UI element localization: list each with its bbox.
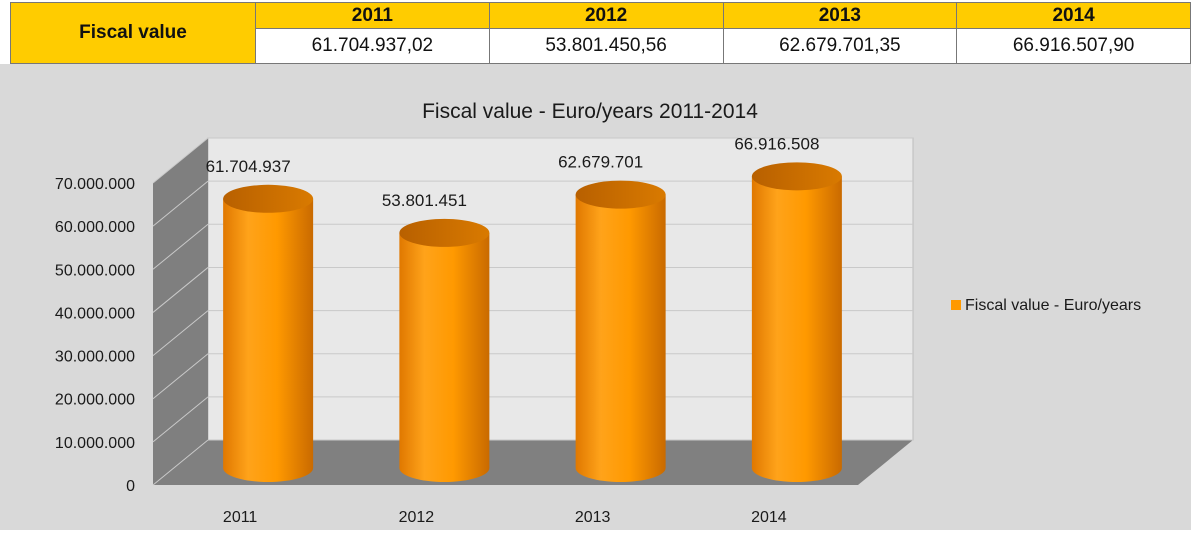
y-tick-label: 40.000.000: [55, 305, 135, 322]
bar-cylinder: [751, 176, 842, 482]
gridline-side: [152, 310, 209, 356]
data-label: 66.916.508: [734, 134, 819, 153]
x-tick-label: 2012: [399, 509, 435, 526]
bar-cylinder: [223, 198, 314, 482]
chart-area: Fiscal value - Euro/years 2011-2014 0 10.…: [0, 64, 1191, 535]
year-header-2014: 2014: [956, 2, 1191, 29]
y-tick-label: 10.000.000: [55, 435, 135, 452]
fiscal-value-chart: Fiscal value - Euro/years 2011-2014 0 10.…: [0, 64, 1191, 530]
gridline-side: [152, 137, 209, 184]
bar-cylinder: [575, 194, 666, 482]
legend-label: Fiscal value - Euro/years: [965, 297, 1141, 314]
bar-cylinder-top: [223, 184, 314, 213]
y-tick-label: 0: [126, 478, 135, 495]
chart-title: Fiscal value - Euro/years 2011-2014: [422, 100, 758, 123]
floor: [153, 440, 913, 485]
y-tick-label: 30.000.000: [55, 349, 135, 366]
data-label: 61.704.937: [206, 157, 291, 176]
row-label: Fiscal value: [10, 2, 256, 64]
x-tick-label: 2014: [751, 509, 787, 526]
fiscal-value-table: Fiscal value 2011 2012 2013 2014 61.704.…: [10, 2, 1191, 64]
bar-cylinder-top: [751, 162, 842, 191]
gridline-side: [152, 439, 209, 486]
value-cell-2012: 53.801.450,56: [488, 28, 724, 64]
x-tick-label: 2011: [223, 509, 258, 526]
data-label: 62.679.701: [558, 153, 643, 172]
value-cell-2014: 66.916.507,90: [956, 28, 1191, 64]
gridline-side: [152, 223, 209, 270]
year-header-2013: 2013: [722, 2, 958, 29]
y-tick-label: 70.000.000: [55, 176, 135, 193]
y-tick-label: 50.000.000: [55, 262, 135, 279]
side-wall: [153, 138, 208, 485]
value-cell-2011: 61.704.937,02: [255, 28, 490, 64]
bar-cylinder: [399, 232, 490, 482]
gridline-side: [152, 396, 209, 443]
data-label: 53.801.451: [382, 191, 467, 210]
legend: Fiscal value - Euro/years: [951, 297, 1141, 314]
year-header-2011: 2011: [255, 2, 490, 29]
value-cell-2013: 62.679.701,35: [722, 28, 958, 64]
gridline-side: [152, 267, 209, 313]
bar-cylinder-top: [575, 180, 666, 209]
y-tick-label: 60.000.000: [55, 219, 135, 236]
year-header-2012: 2012: [488, 2, 724, 29]
x-tick-label: 2013: [575, 509, 611, 526]
y-tick-label: 20.000.000: [55, 392, 135, 409]
gridline-side: [152, 180, 209, 227]
gridline-side: [152, 353, 209, 400]
bar-cylinder-top: [399, 218, 490, 247]
legend-swatch: [951, 300, 961, 310]
